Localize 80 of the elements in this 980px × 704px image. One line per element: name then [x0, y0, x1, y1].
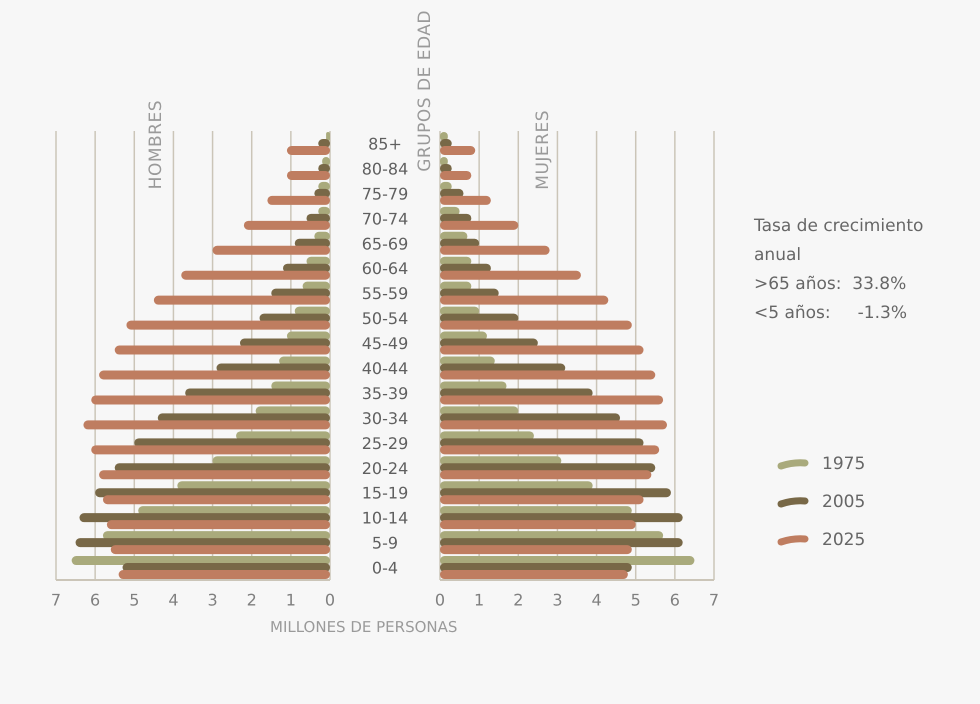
bar	[440, 246, 550, 255]
x-tick-label: 6	[670, 590, 680, 610]
x-tick-label: 1	[286, 590, 296, 610]
y-tick-label: 5-9	[372, 534, 398, 553]
x-tick-label: 5	[630, 590, 641, 610]
bar	[440, 445, 660, 454]
bar	[114, 346, 330, 355]
y-tick-label: 70-74	[362, 209, 408, 228]
x-tick-label: 4	[591, 590, 602, 610]
bar	[267, 196, 330, 205]
bar	[126, 320, 330, 330]
bar	[286, 170, 330, 180]
bar	[83, 420, 330, 430]
chart-title: HOMBRES	[146, 100, 166, 190]
legend-label: 2005	[822, 492, 866, 512]
x-axis-title: MILLONES DE PERSONAS	[270, 618, 458, 636]
bar	[102, 495, 330, 504]
y-tick-label: 80-84	[362, 159, 408, 178]
x-tick-label: 0	[324, 590, 336, 610]
y-tick-label: 65-69	[362, 234, 408, 254]
bar	[440, 545, 632, 554]
bar	[440, 346, 644, 355]
y-tick-label: 75-79	[362, 184, 408, 204]
y-axis-title: GRUPOS DE EDAD	[415, 10, 435, 172]
y-tick-label: 60-64	[362, 259, 408, 278]
bar	[440, 270, 581, 280]
bar	[440, 370, 656, 380]
bar	[440, 495, 644, 504]
bar	[440, 296, 608, 305]
y-tick-label: 40-44	[362, 358, 408, 378]
bar	[440, 320, 632, 330]
bar	[91, 395, 330, 404]
bar	[99, 370, 330, 380]
text: <5 años: -1.3%	[754, 302, 908, 325]
y-tick-label: 15-19	[362, 484, 408, 503]
bar	[440, 170, 472, 180]
bar	[440, 395, 664, 404]
bar	[440, 220, 518, 230]
x-tick-label: 3	[552, 590, 563, 610]
y-tick-label: 10-14	[362, 508, 408, 528]
y-tick-label: 30-34	[362, 408, 408, 428]
bar	[244, 220, 330, 230]
bar	[212, 246, 330, 255]
bar	[286, 146, 330, 155]
y-tick-label: 55-59	[362, 284, 408, 304]
bar	[440, 196, 491, 205]
text: Tasa de crecimiento anual	[754, 215, 924, 267]
bar	[154, 296, 330, 305]
y-tick-label: 45-49	[362, 334, 408, 354]
bar	[440, 420, 668, 430]
bar	[440, 470, 652, 480]
bar	[99, 470, 330, 480]
y-tick-label: 20-24	[362, 458, 408, 478]
y-tick-label: 0-4	[372, 558, 398, 578]
y-tick-label: 50-54	[362, 309, 408, 328]
text: >65 años: 33.8%	[754, 273, 908, 296]
x-tick-label: 2	[246, 590, 257, 610]
bar	[110, 545, 330, 554]
y-tick-label: 25-29	[362, 434, 408, 453]
text: MUJERES	[533, 110, 553, 190]
legend-label: 1975	[822, 454, 866, 474]
legend-label: 2025	[822, 530, 866, 550]
x-tick-label: 5	[129, 590, 140, 610]
bar	[440, 520, 636, 530]
bar	[91, 445, 330, 454]
bar	[440, 146, 476, 155]
y-tick-label: 85+	[368, 134, 402, 154]
x-tick-label: 2	[513, 590, 524, 610]
x-tick-label: 1	[474, 590, 484, 610]
x-tick-label: 0	[434, 590, 446, 610]
bar	[106, 520, 330, 530]
bar	[118, 570, 330, 580]
x-tick-label: 4	[168, 590, 179, 610]
bar	[440, 570, 628, 580]
bar	[181, 270, 330, 280]
x-tick-label: 3	[207, 590, 218, 610]
x-tick-label: 7	[708, 590, 720, 610]
x-tick-label: 6	[90, 590, 100, 610]
x-tick-label: 7	[50, 590, 62, 610]
y-tick-label: 35-39	[362, 384, 408, 403]
